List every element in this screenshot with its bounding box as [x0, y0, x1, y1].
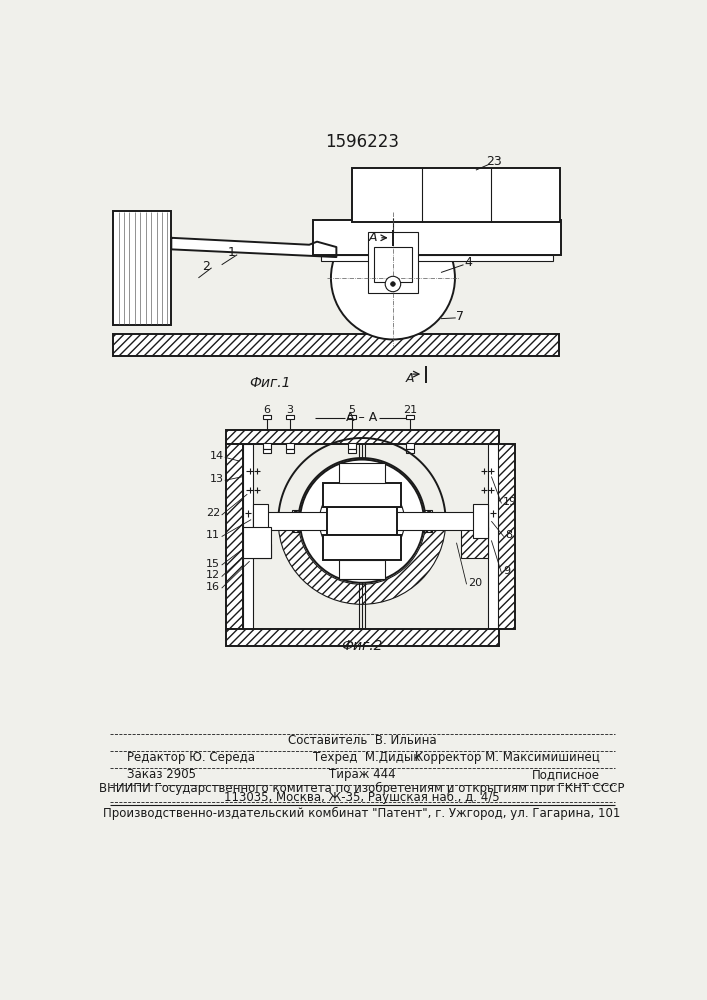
- Text: Тираж 444: Тираж 444: [329, 768, 395, 781]
- Bar: [286, 443, 293, 449]
- Text: 22: 22: [206, 508, 220, 518]
- Bar: [461, 527, 489, 558]
- Bar: [263, 449, 271, 453]
- Text: 9: 9: [503, 566, 510, 576]
- Text: Составитель  В. Ильина: Составитель В. Ильина: [288, 734, 436, 747]
- Bar: [498, 444, 515, 629]
- Bar: [352, 168, 559, 222]
- Bar: [406, 449, 414, 453]
- Circle shape: [331, 216, 455, 339]
- Bar: [286, 415, 293, 419]
- Text: 23: 23: [486, 155, 503, 168]
- Text: 13: 13: [210, 474, 224, 484]
- Text: 1596223: 1596223: [325, 133, 399, 151]
- Text: ВНИИПИ Государственного комитета по изобретениям и открытиям при ГКНТ СССР: ВНИИПИ Государственного комитета по изоб…: [99, 782, 625, 795]
- Bar: [368, 232, 418, 293]
- Bar: [473, 504, 489, 538]
- Bar: [243, 527, 271, 558]
- Bar: [226, 629, 499, 646]
- Bar: [323, 483, 401, 507]
- Bar: [323, 535, 401, 560]
- Bar: [113, 334, 559, 356]
- Text: 8: 8: [506, 530, 513, 540]
- Bar: [313, 220, 561, 255]
- Text: 16: 16: [206, 582, 220, 592]
- Bar: [252, 512, 489, 530]
- Text: 14: 14: [210, 451, 224, 461]
- Text: Фиг.1: Фиг.1: [250, 376, 291, 390]
- Text: 15: 15: [206, 559, 220, 569]
- Bar: [321, 255, 554, 261]
- Circle shape: [300, 460, 424, 583]
- Bar: [226, 430, 499, 444]
- Bar: [226, 444, 243, 629]
- Text: Корректор М. Максимишинец: Корректор М. Максимишинец: [415, 751, 600, 764]
- Text: Заказ 2905: Заказ 2905: [127, 768, 196, 781]
- Circle shape: [320, 479, 404, 564]
- Bar: [263, 415, 271, 419]
- Bar: [263, 443, 271, 449]
- Text: 11: 11: [206, 530, 220, 540]
- Bar: [323, 483, 401, 507]
- Bar: [374, 247, 411, 282]
- Bar: [406, 443, 414, 449]
- Bar: [339, 560, 385, 579]
- Circle shape: [385, 276, 401, 292]
- Bar: [243, 544, 271, 558]
- Text: 4: 4: [464, 256, 472, 269]
- Text: Фиг.2: Фиг.2: [341, 639, 382, 653]
- Text: 2: 2: [202, 260, 210, 273]
- Text: 5: 5: [349, 405, 356, 415]
- Circle shape: [391, 282, 395, 286]
- Bar: [113, 211, 171, 325]
- Bar: [339, 463, 385, 483]
- Text: Техред  М.Дидык: Техред М.Дидык: [313, 751, 421, 764]
- Text: А – А: А – А: [346, 411, 378, 424]
- Text: А: А: [369, 231, 378, 244]
- Wedge shape: [279, 521, 445, 604]
- Bar: [489, 444, 498, 629]
- Bar: [243, 444, 252, 629]
- Bar: [323, 535, 401, 560]
- Text: 3: 3: [286, 405, 293, 415]
- Text: А: А: [406, 372, 414, 385]
- Bar: [348, 449, 356, 453]
- Polygon shape: [171, 238, 337, 255]
- Bar: [252, 504, 268, 538]
- Bar: [292, 510, 317, 532]
- Text: 1: 1: [228, 246, 235, 259]
- Text: 113035, Москва, Ж-35, Раушская наб., д. 4/5: 113035, Москва, Ж-35, Раушская наб., д. …: [224, 791, 500, 804]
- Bar: [348, 415, 356, 419]
- Text: Производственно-издательский комбинат "Патент", г. Ужгород, ул. Гагарина, 101: Производственно-издательский комбинат "П…: [103, 806, 621, 820]
- Bar: [252, 527, 268, 549]
- Text: 19: 19: [503, 497, 517, 507]
- Text: 20: 20: [468, 578, 482, 588]
- Bar: [286, 449, 293, 453]
- Bar: [406, 415, 414, 419]
- Text: 21: 21: [403, 405, 417, 415]
- Text: 7: 7: [457, 310, 464, 323]
- Bar: [348, 443, 356, 449]
- Bar: [407, 510, 432, 532]
- Text: 6: 6: [263, 405, 270, 415]
- Text: Подписное: Подписное: [532, 768, 600, 781]
- Text: Редактор Ю. Середа: Редактор Ю. Середа: [127, 751, 255, 764]
- Bar: [327, 507, 397, 535]
- Text: 12: 12: [206, 570, 220, 580]
